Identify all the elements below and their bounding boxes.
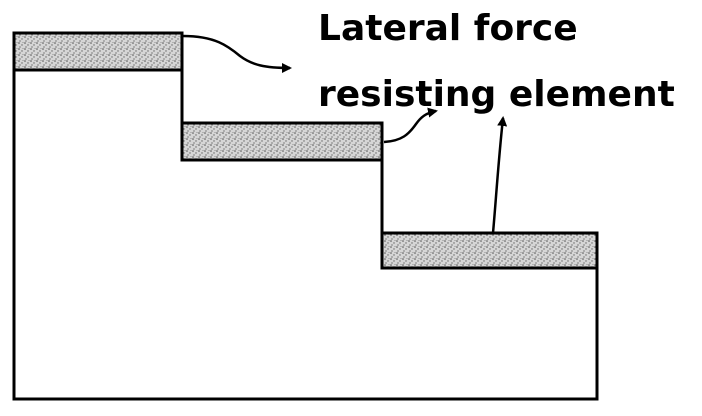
resisting-element-bottom: [380, 231, 599, 270]
arrow-top-element: [182, 34, 292, 73]
arrow-middle-element: [383, 107, 438, 144]
resisting-element-middle: [180, 121, 384, 162]
label-line-2: resisting element: [318, 74, 675, 115]
arrow-bottom-element: [491, 116, 508, 234]
resisting-element-top: [12, 31, 184, 72]
label-line-1: Lateral force: [318, 8, 578, 49]
